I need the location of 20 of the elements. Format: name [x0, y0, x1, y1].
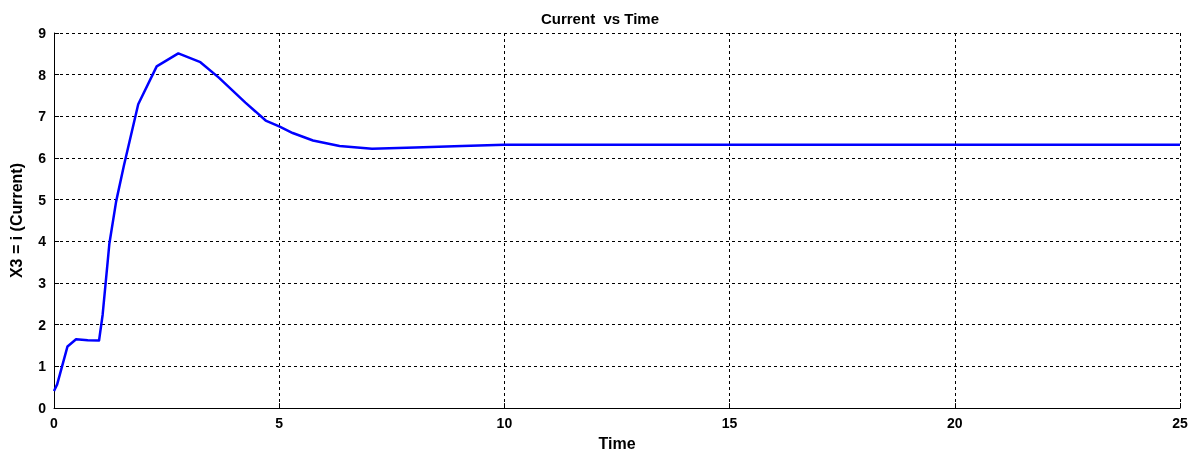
y-tick-label: 9: [38, 25, 47, 41]
chart-title: Current vs Time: [540, 10, 660, 27]
x-tick-label: 25: [1172, 415, 1188, 432]
y-tick-label: 5: [38, 191, 47, 208]
y-tick-label: 3: [38, 275, 47, 292]
y-axis-title: X3 = i (Current): [7, 162, 25, 279]
x-axis-title: Time: [598, 434, 636, 452]
y-tick-label: 2: [38, 316, 47, 333]
y-tick-label: 1: [38, 358, 47, 375]
x-tick-label: 0: [50, 415, 59, 432]
x-tick-label: 5: [275, 415, 284, 432]
x-tick-label: 20: [947, 415, 963, 432]
y-tick-label: 0: [38, 400, 47, 417]
y-tick-label: 4: [38, 233, 47, 250]
y-tick-label: 7: [38, 108, 47, 125]
line-series: [52, 52, 1182, 393]
x-tick-label: 15: [721, 415, 738, 432]
y-tick-label: 8: [38, 66, 47, 83]
y-tick-label: 6: [38, 150, 47, 167]
x-tick-label: 10: [496, 415, 513, 432]
